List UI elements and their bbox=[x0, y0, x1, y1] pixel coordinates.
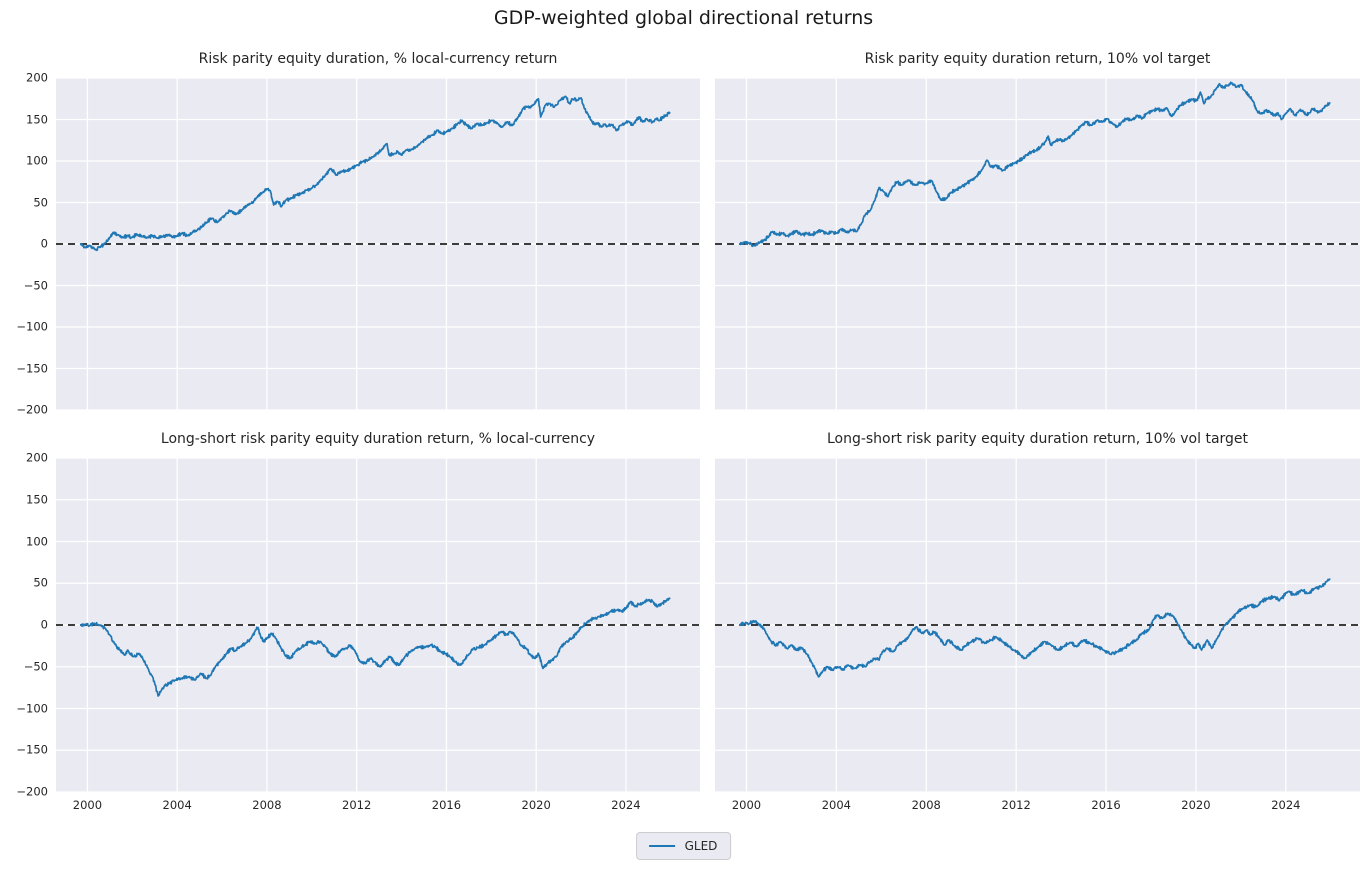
x-tick-label: 2016 bbox=[431, 798, 462, 812]
series-line-GLED bbox=[79, 95, 671, 252]
subplot-title: Risk parity equity duration return, 10% … bbox=[864, 51, 1211, 67]
plot-canvas bbox=[56, 78, 700, 410]
y-tick-label: 200 bbox=[26, 70, 48, 85]
y-tick-label: 50 bbox=[33, 575, 48, 590]
x-tick-label: 2024 bbox=[1271, 798, 1301, 812]
y-tick-label: 0 bbox=[40, 236, 48, 251]
series-line-GLED bbox=[738, 81, 1331, 248]
y-tick-label: 0 bbox=[40, 617, 48, 632]
y-tick-label: −100 bbox=[16, 700, 48, 715]
x-tick-label: 2008 bbox=[252, 798, 282, 812]
y-tick-label: −200 bbox=[16, 784, 48, 799]
plot-canvas bbox=[715, 458, 1360, 792]
x-tick-label: 2012 bbox=[342, 798, 372, 812]
series-line-GLED bbox=[79, 597, 671, 697]
subplot-long-short-local-currency: Long-short risk parity equity duration r… bbox=[16, 431, 700, 811]
x-tick-label: 2000 bbox=[72, 798, 103, 812]
x-tick-label: 2008 bbox=[911, 798, 941, 812]
y-tick-label: 100 bbox=[26, 153, 48, 168]
y-tick-label: −200 bbox=[16, 402, 48, 417]
y-tick-label: −100 bbox=[16, 319, 48, 334]
subplot-long-short-vol-target: Long-short risk parity equity duration r… bbox=[715, 431, 1360, 811]
y-tick-label: 100 bbox=[26, 533, 48, 548]
y-tick-label: −50 bbox=[23, 659, 48, 673]
series-line-GLED bbox=[738, 578, 1331, 678]
subplot-title: Long-short risk parity equity duration r… bbox=[826, 431, 1249, 447]
x-tick-label: 2016 bbox=[1091, 798, 1121, 812]
y-tick-label: 50 bbox=[33, 194, 48, 209]
y-tick-label: 150 bbox=[26, 492, 48, 506]
y-tick-label: −50 bbox=[23, 277, 48, 292]
subplot-risk-parity-local-currency: Risk parity equity duration, % local-cur… bbox=[16, 51, 700, 415]
subplot-risk-parity-vol-target: Risk parity equity duration return, 10% … bbox=[715, 51, 1360, 410]
subplot-title: Long-short risk parity equity duration r… bbox=[160, 431, 596, 447]
y-tick-label: −150 bbox=[16, 742, 48, 757]
figure-title: GDP-weighted global directional returns bbox=[493, 7, 874, 29]
y-tick-label: 150 bbox=[26, 111, 48, 126]
x-tick-label: 2020 bbox=[1181, 798, 1211, 812]
plot-canvas bbox=[56, 458, 700, 792]
x-tick-label: 2004 bbox=[162, 798, 192, 812]
y-tick-label: −150 bbox=[16, 360, 48, 375]
legend-label: GLED bbox=[684, 839, 718, 853]
x-tick-label: 2000 bbox=[731, 798, 762, 812]
legend: GLED bbox=[635, 832, 732, 860]
x-tick-label: 2024 bbox=[611, 798, 641, 812]
x-tick-label: 2004 bbox=[821, 798, 851, 812]
x-tick-label: 2012 bbox=[1001, 798, 1031, 812]
plot-canvas bbox=[715, 78, 1360, 410]
y-tick-label: 200 bbox=[26, 450, 48, 465]
x-tick-label: 2020 bbox=[521, 798, 551, 812]
subplot-title: Risk parity equity duration, % local-cur… bbox=[198, 51, 558, 67]
legend-line-icon bbox=[648, 845, 675, 847]
